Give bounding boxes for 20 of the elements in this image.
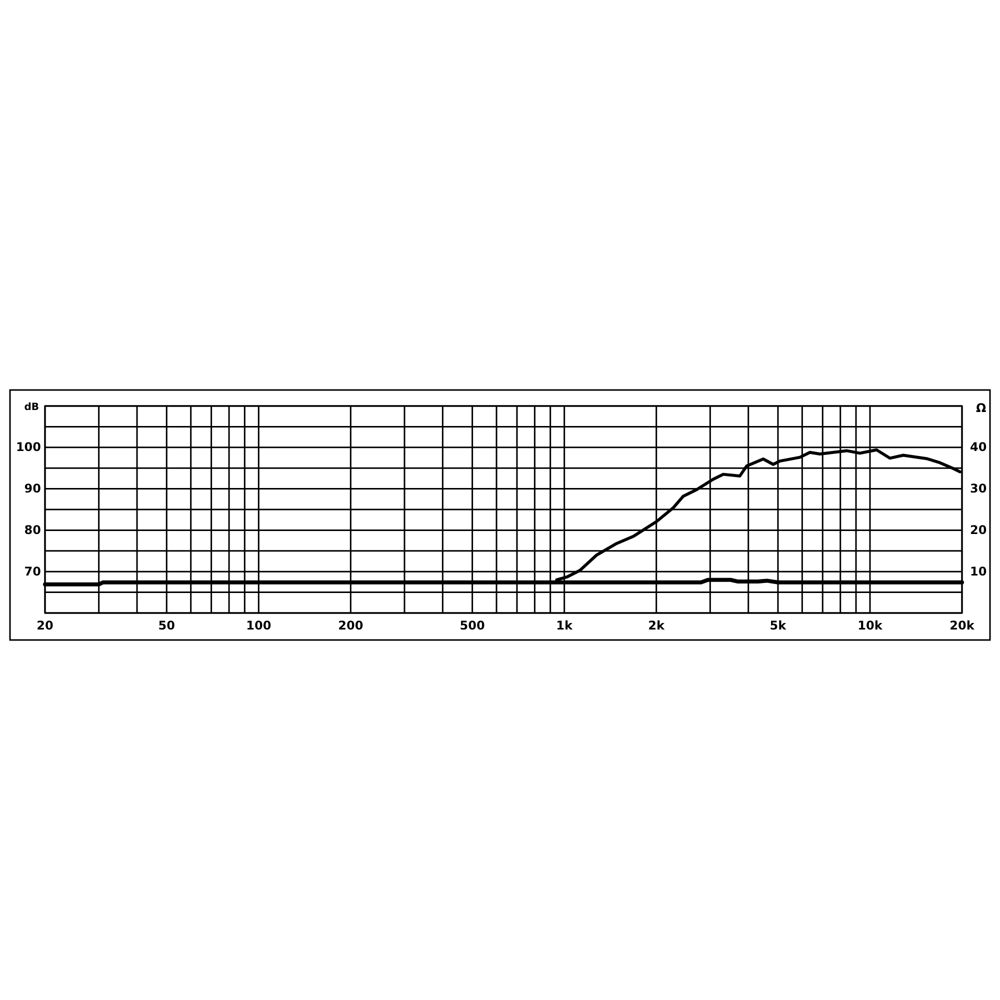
x-tick-label: 2k <box>648 618 666 633</box>
y2-tick-label: 10 <box>970 564 987 578</box>
x-tick-label: 500 <box>460 618 485 633</box>
y2-tick-label: 30 <box>970 482 987 496</box>
y-tick-label: 100 <box>16 440 41 454</box>
x-tick-label: 1k <box>556 618 574 633</box>
x-tick-label: 5k <box>770 618 788 633</box>
y-tick-label: 70 <box>24 564 41 578</box>
y2-tick-label: 20 <box>970 523 987 538</box>
y-axis-title: dB <box>24 402 39 413</box>
x-tick-label: 100 <box>246 618 272 633</box>
x-tick-label: 20 <box>36 618 54 633</box>
x-tick-label: 200 <box>338 618 364 633</box>
y2-tick-label: 40 <box>970 440 987 454</box>
y-tick-label: 80 <box>24 523 41 538</box>
x-tick-label: 20k <box>950 618 976 633</box>
y2-axis-title: Ω <box>976 401 986 415</box>
y-tick-label: 90 <box>24 482 41 496</box>
x-tick-label: 50 <box>158 618 175 633</box>
x-tick-label: 10k <box>858 618 884 633</box>
